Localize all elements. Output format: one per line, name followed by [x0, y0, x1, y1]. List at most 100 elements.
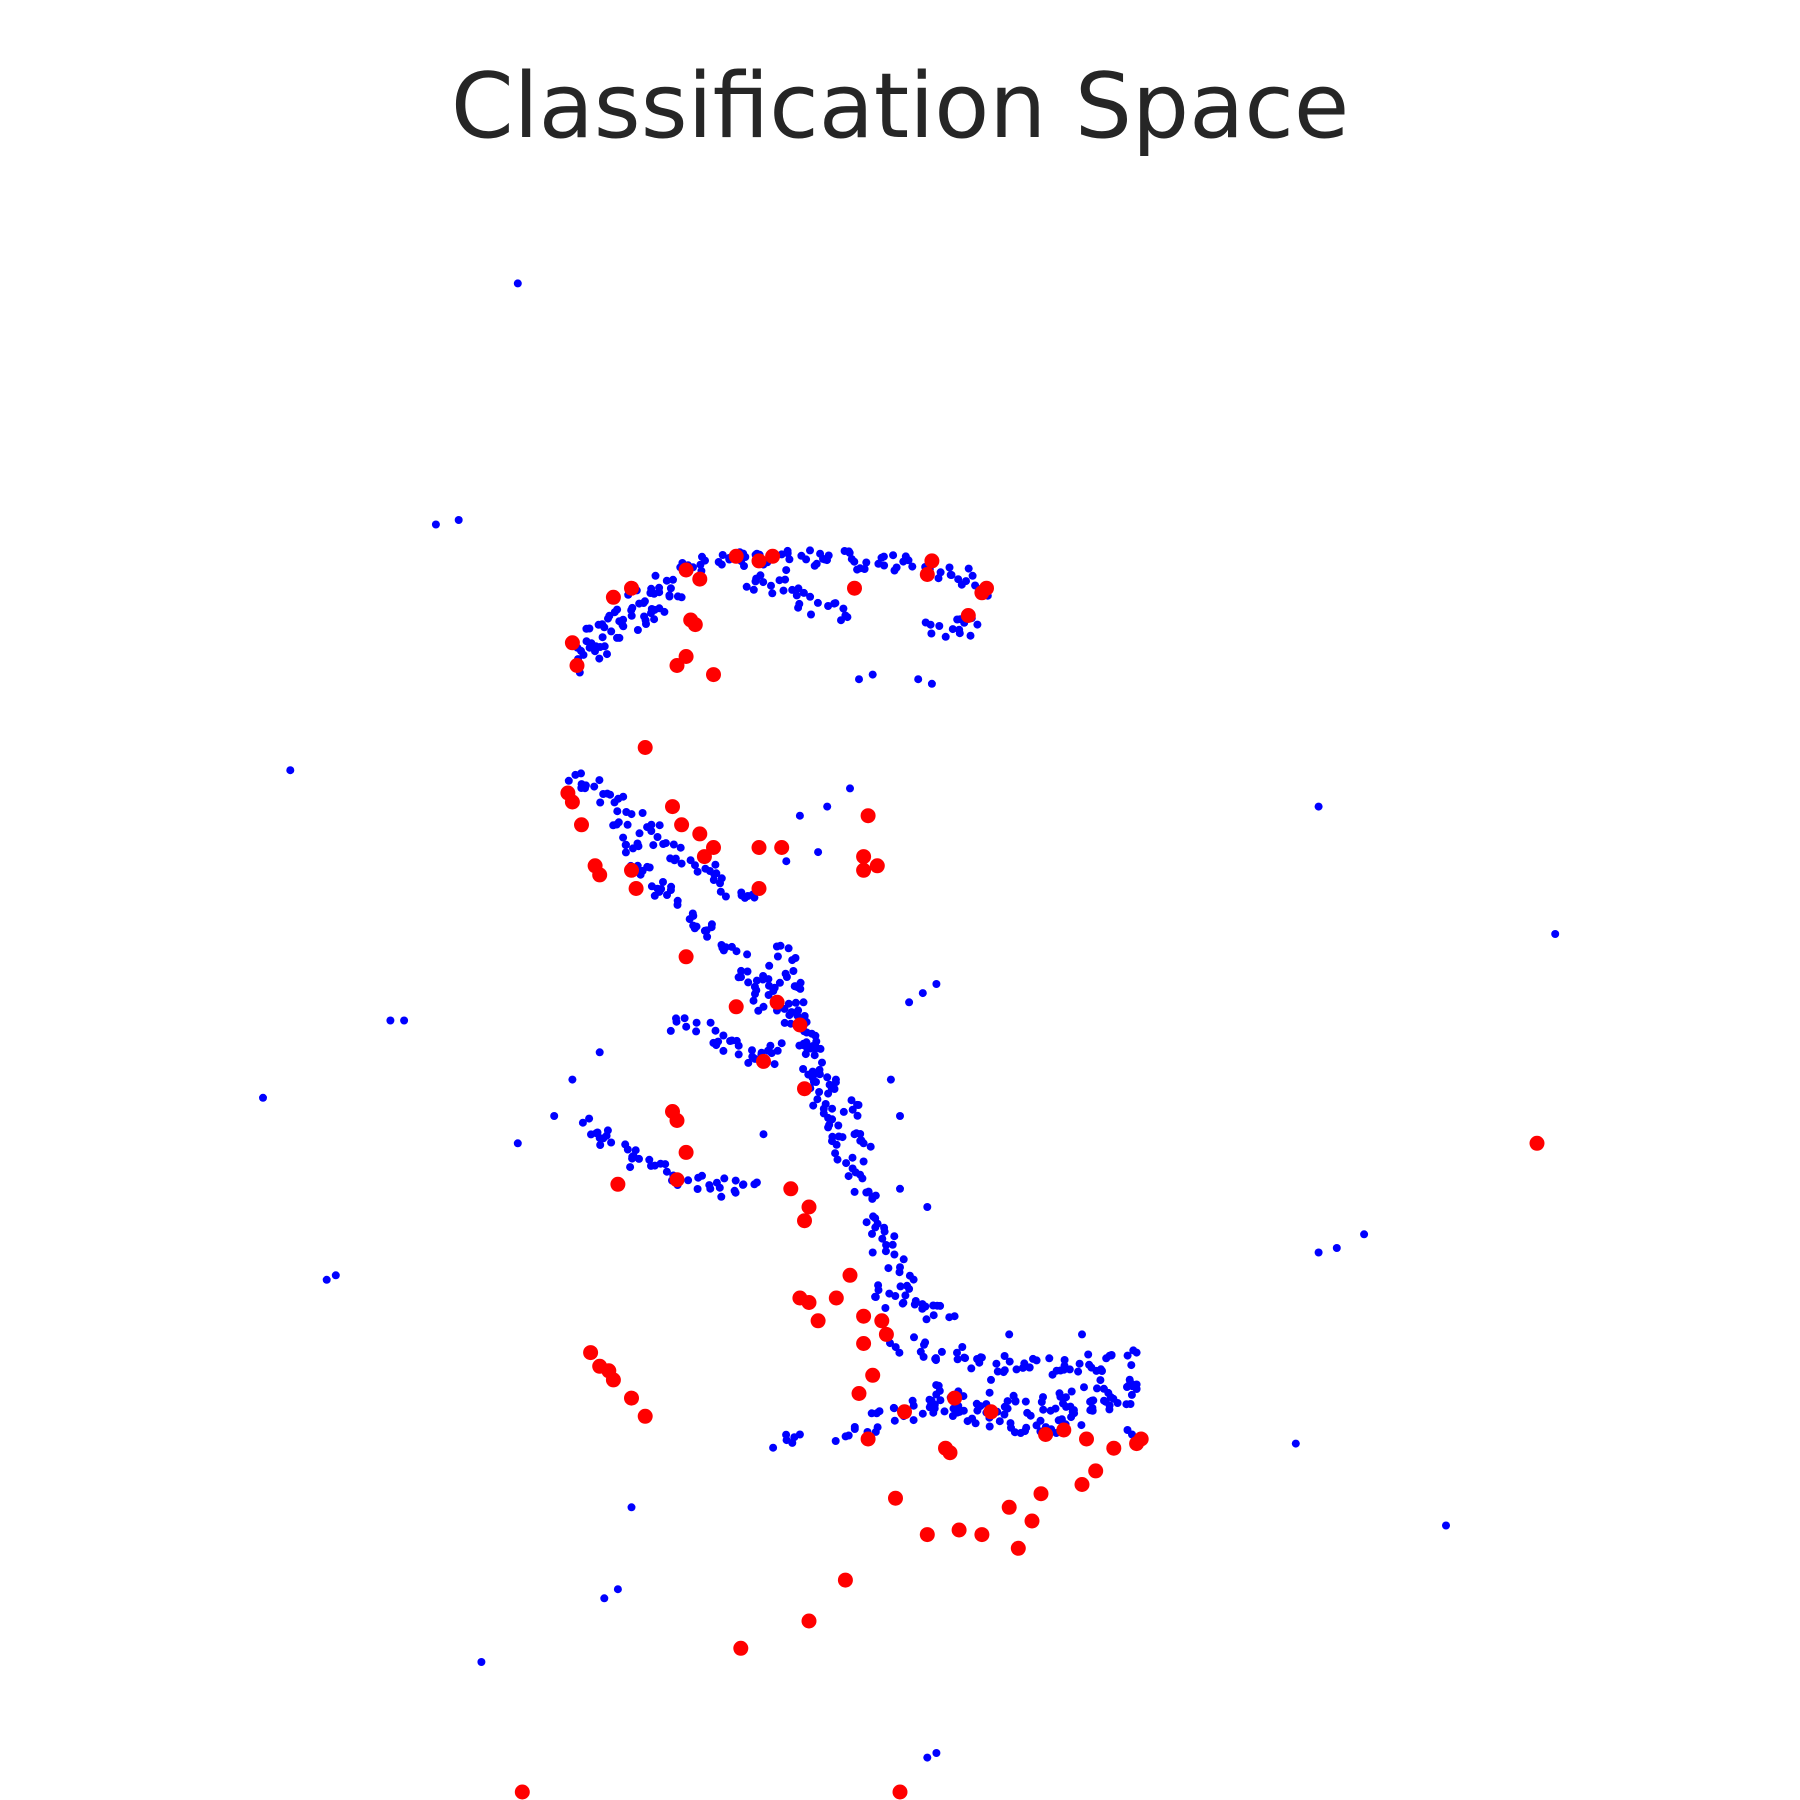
blue-point	[985, 1388, 994, 1397]
blue-point	[1132, 1348, 1141, 1357]
red-point	[678, 1144, 694, 1160]
blue-point	[923, 1753, 932, 1762]
blue-point	[640, 597, 649, 606]
blue-point	[1088, 1406, 1097, 1415]
blue-point	[814, 848, 823, 857]
red-point	[797, 1213, 812, 1229]
blue-point	[613, 1585, 622, 1594]
blue-point	[590, 782, 599, 791]
blue-point	[860, 565, 869, 573]
blue-point	[645, 1155, 654, 1164]
blue-point	[711, 860, 720, 869]
blue-point	[769, 987, 778, 995]
blue-point	[1084, 1350, 1093, 1359]
blue-point	[806, 592, 815, 601]
blue-point	[1551, 930, 1560, 938]
blue-point	[1099, 1384, 1108, 1393]
blue-point	[1037, 1398, 1046, 1406]
red-point	[1529, 1135, 1545, 1151]
blue-point	[885, 1289, 894, 1298]
blue-point	[744, 978, 753, 987]
blue-point	[1096, 1365, 1105, 1374]
blue-point	[824, 602, 833, 610]
red-point	[856, 1336, 872, 1351]
blue-point	[789, 967, 798, 975]
blue-point	[726, 1037, 735, 1045]
blue-point	[905, 998, 914, 1007]
blue-point	[921, 618, 930, 627]
blue-point	[662, 576, 671, 585]
blue-point	[605, 611, 614, 620]
red-point	[728, 548, 744, 564]
blue-point	[1055, 1389, 1064, 1398]
blue-point	[1018, 1363, 1027, 1372]
red-point	[1038, 1427, 1054, 1442]
blue-point	[615, 633, 624, 642]
blue-point	[629, 844, 637, 853]
blue-point	[1069, 1406, 1078, 1415]
blue-point	[635, 829, 644, 838]
blue-point	[834, 1132, 843, 1141]
blue-point	[1291, 1439, 1300, 1448]
blue-point	[692, 1018, 701, 1027]
blue-point	[850, 1130, 859, 1139]
blue-point	[995, 1417, 1004, 1426]
blue-point	[613, 807, 622, 816]
blue-point	[649, 841, 658, 850]
red-point	[756, 1053, 771, 1069]
blue-point	[871, 1293, 880, 1301]
blue-point	[596, 798, 605, 807]
blue-point	[635, 1154, 643, 1163]
blue-point	[890, 566, 899, 575]
red-point	[692, 571, 708, 587]
blue-point	[677, 593, 686, 602]
blue-point	[844, 547, 853, 556]
blue-point	[666, 584, 675, 593]
red-point	[669, 1172, 685, 1188]
blue-point	[568, 1075, 577, 1084]
blue-point	[603, 650, 611, 659]
blue-point	[806, 546, 814, 555]
blue-point	[734, 1041, 743, 1050]
blue-point	[651, 571, 660, 580]
red-point	[856, 849, 872, 865]
blue-point	[807, 610, 815, 619]
blue-point	[953, 1348, 961, 1357]
blue-point	[812, 1037, 821, 1046]
red-point	[983, 1404, 999, 1420]
blue-point	[927, 679, 936, 688]
red-point	[847, 580, 862, 596]
blue-point	[896, 1282, 905, 1291]
red-point	[674, 817, 690, 833]
blue-point	[895, 1348, 904, 1357]
red-point	[878, 1326, 894, 1342]
blue-point	[1021, 1427, 1029, 1436]
blue-point	[720, 1174, 729, 1183]
blue-point	[810, 1051, 819, 1060]
blue-point	[889, 551, 898, 560]
blue-point	[721, 943, 730, 952]
blue-point	[692, 922, 701, 931]
blue-point	[880, 1223, 889, 1232]
blue-point	[607, 1138, 616, 1147]
blue-point	[966, 631, 975, 640]
blue-point	[765, 961, 774, 970]
blue-point	[859, 1139, 868, 1148]
red-point	[801, 1295, 817, 1310]
blue-point	[1051, 1404, 1060, 1413]
blue-point	[595, 1048, 604, 1057]
blue-point	[890, 1250, 899, 1259]
blue-point	[971, 1419, 980, 1428]
red-point	[1074, 1477, 1090, 1492]
blue-point	[594, 620, 603, 629]
blue-point	[955, 629, 964, 638]
chart-title: Classification Space	[450, 54, 1350, 159]
blue-point	[596, 1141, 605, 1149]
red-point	[751, 881, 767, 896]
blue-point	[831, 1075, 840, 1084]
blue-point	[1025, 1363, 1034, 1372]
blue-point	[950, 1312, 959, 1321]
blue-point	[920, 1340, 928, 1349]
blue-point	[809, 1101, 818, 1110]
